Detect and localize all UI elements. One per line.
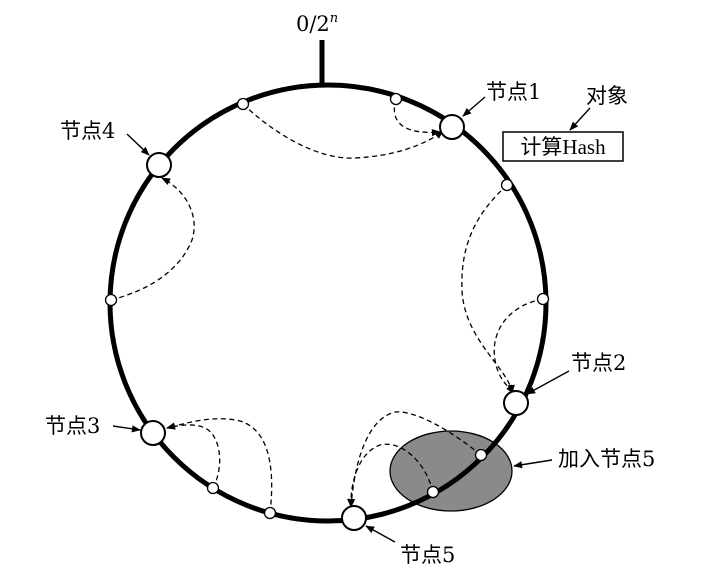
object-point	[500, 178, 514, 192]
arrow-obj-to-node1-b	[393, 98, 441, 137]
node2-pointer	[526, 370, 570, 395]
node3-circle	[140, 420, 166, 446]
server-nodes	[140, 114, 529, 531]
node5-label: 节点5	[400, 543, 455, 567]
hash-box	[502, 131, 624, 162]
node4-label: 节点4	[60, 119, 115, 143]
node1-circle	[439, 114, 465, 140]
node5-circle	[341, 505, 367, 531]
object-point	[104, 293, 118, 307]
arrow-obj-to-node5-a	[347, 443, 434, 508]
node3-pointer	[112, 425, 141, 433]
arrow-obj-to-node2-a	[461, 184, 515, 394]
node2-circle	[503, 390, 529, 416]
ring-origin-exponent: n	[330, 11, 338, 26]
arrow-obj-to-node3-a	[166, 422, 221, 489]
node5-pointer	[365, 525, 396, 543]
arrow-obj-to-node4	[110, 177, 195, 301]
object-points	[104, 92, 550, 520]
ring-origin-label: 0/2n	[296, 11, 338, 36]
node4-circle	[146, 152, 172, 178]
node1-pointer	[462, 96, 486, 117]
object-point	[474, 448, 488, 462]
node3-label: 节点3	[45, 414, 100, 438]
object-pointer	[569, 107, 591, 131]
arrow-obj-to-node3-b	[166, 418, 273, 514]
add-node5-pointer	[513, 459, 553, 469]
ring-origin-base: 0/2	[296, 12, 330, 36]
object-point	[263, 506, 277, 520]
object-point	[236, 97, 250, 111]
arrow-obj-to-node1-a	[242, 103, 444, 159]
node4-pointer	[126, 133, 150, 156]
add-node5-label: 加入节点5	[558, 447, 655, 471]
hash-box-label: 计算Hash	[520, 135, 606, 159]
object-point	[536, 292, 550, 306]
object-point	[389, 92, 403, 106]
node2-label: 节点2	[571, 351, 626, 375]
arrow-obj-to-node2-b	[493, 298, 544, 394]
object-point	[426, 485, 440, 499]
object-label: 对象	[586, 84, 628, 108]
mapping-arrows	[110, 98, 544, 514]
label-pointers	[112, 96, 591, 543]
arrow-obj-to-node5-b	[348, 411, 482, 508]
object-point	[206, 481, 220, 495]
node1-label: 节点1	[486, 80, 541, 104]
